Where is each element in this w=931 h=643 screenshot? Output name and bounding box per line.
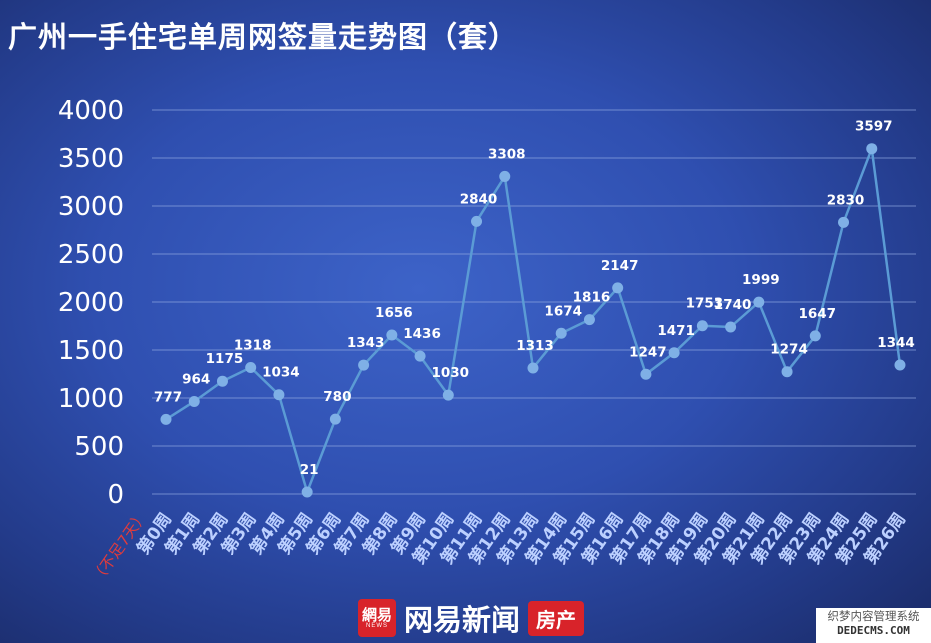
data-label: 2147: [601, 258, 639, 274]
data-point: [188, 395, 200, 407]
data-label: 1175: [206, 351, 244, 367]
data-label: 1318: [234, 337, 272, 353]
y-tick-label: 1000: [58, 384, 124, 414]
footer-branding: 網易 NEWS 网易新闻 房产: [358, 598, 585, 638]
data-point: [725, 321, 737, 333]
data-label: 777: [154, 389, 182, 405]
data-point: [866, 143, 878, 155]
data-label: 1247: [629, 344, 667, 360]
watermark: 织梦内容管理系统 DEDECMS.COM: [816, 608, 931, 643]
data-label: 1753: [686, 296, 724, 312]
data-point: [753, 296, 765, 308]
data-label: 1274: [770, 342, 808, 358]
y-tick-label: 500: [74, 432, 124, 462]
data-point: [668, 347, 680, 359]
y-tick-label: 2000: [58, 288, 124, 318]
data-point: [838, 216, 850, 228]
data-label: 1647: [799, 306, 837, 322]
data-label: 21: [300, 462, 319, 478]
chart-title: 广州一手住宅单周网签量走势图（套）: [8, 20, 519, 54]
data-point: [386, 329, 398, 341]
data-point: [245, 361, 257, 373]
data-point: [160, 413, 172, 425]
y-tick-label: 0: [107, 480, 124, 510]
y-tick-label: 2500: [58, 240, 124, 270]
data-label: 1816: [573, 290, 611, 306]
data-point: [696, 320, 708, 332]
data-label: 1343: [347, 335, 385, 351]
data-label: 1436: [403, 326, 441, 342]
data-point: [809, 330, 821, 342]
data-point: [894, 359, 906, 371]
series-line: [165, 148, 902, 496]
data-label: 1674: [544, 303, 582, 319]
data-point: [442, 389, 454, 401]
data-point: [471, 215, 483, 227]
data-point: [555, 327, 567, 339]
data-label: 1740: [714, 297, 752, 313]
data-label: 1313: [516, 338, 554, 354]
data-point: [414, 350, 426, 362]
y-tick-label: 4000: [58, 96, 124, 126]
data-point: [216, 375, 228, 387]
data-point: [358, 359, 370, 371]
y-tick-label: 1500: [58, 336, 124, 366]
data-label: 1656: [375, 305, 413, 321]
data-point: [527, 362, 539, 374]
data-label: 780: [323, 389, 351, 405]
data-point: [640, 368, 652, 380]
y-tick-label: 3000: [58, 192, 124, 222]
watermark-line1: 织梦内容管理系统: [827, 609, 920, 623]
watermark-line2: DEDECMS.COM: [837, 624, 910, 637]
data-label: 1030: [432, 365, 470, 381]
y-tick-label: 3500: [58, 144, 124, 174]
data-point: [301, 486, 313, 498]
data-point: [781, 366, 793, 378]
data-point: [583, 314, 595, 326]
brand-name: 网易新闻: [404, 603, 521, 637]
data-label: 1344: [877, 335, 915, 351]
logo-subtext: NEWS: [366, 622, 388, 629]
data-label: 964: [182, 371, 210, 387]
logo-glyph: 網易: [361, 605, 392, 624]
data-label: 3597: [855, 119, 893, 135]
data-label: 1471: [657, 323, 695, 339]
netease-logo-icon: 網易 NEWS: [358, 599, 396, 637]
data-point: [273, 389, 285, 401]
data-label: 2830: [827, 192, 865, 208]
data-label: 2840: [460, 191, 498, 207]
data-point: [329, 413, 341, 425]
data-label: 3308: [488, 146, 526, 162]
section-tag: 房产: [528, 600, 585, 636]
data-label: 1034: [262, 365, 300, 381]
data-point: [612, 282, 624, 294]
data-point: [499, 170, 511, 182]
data-label: 1999: [742, 272, 780, 288]
